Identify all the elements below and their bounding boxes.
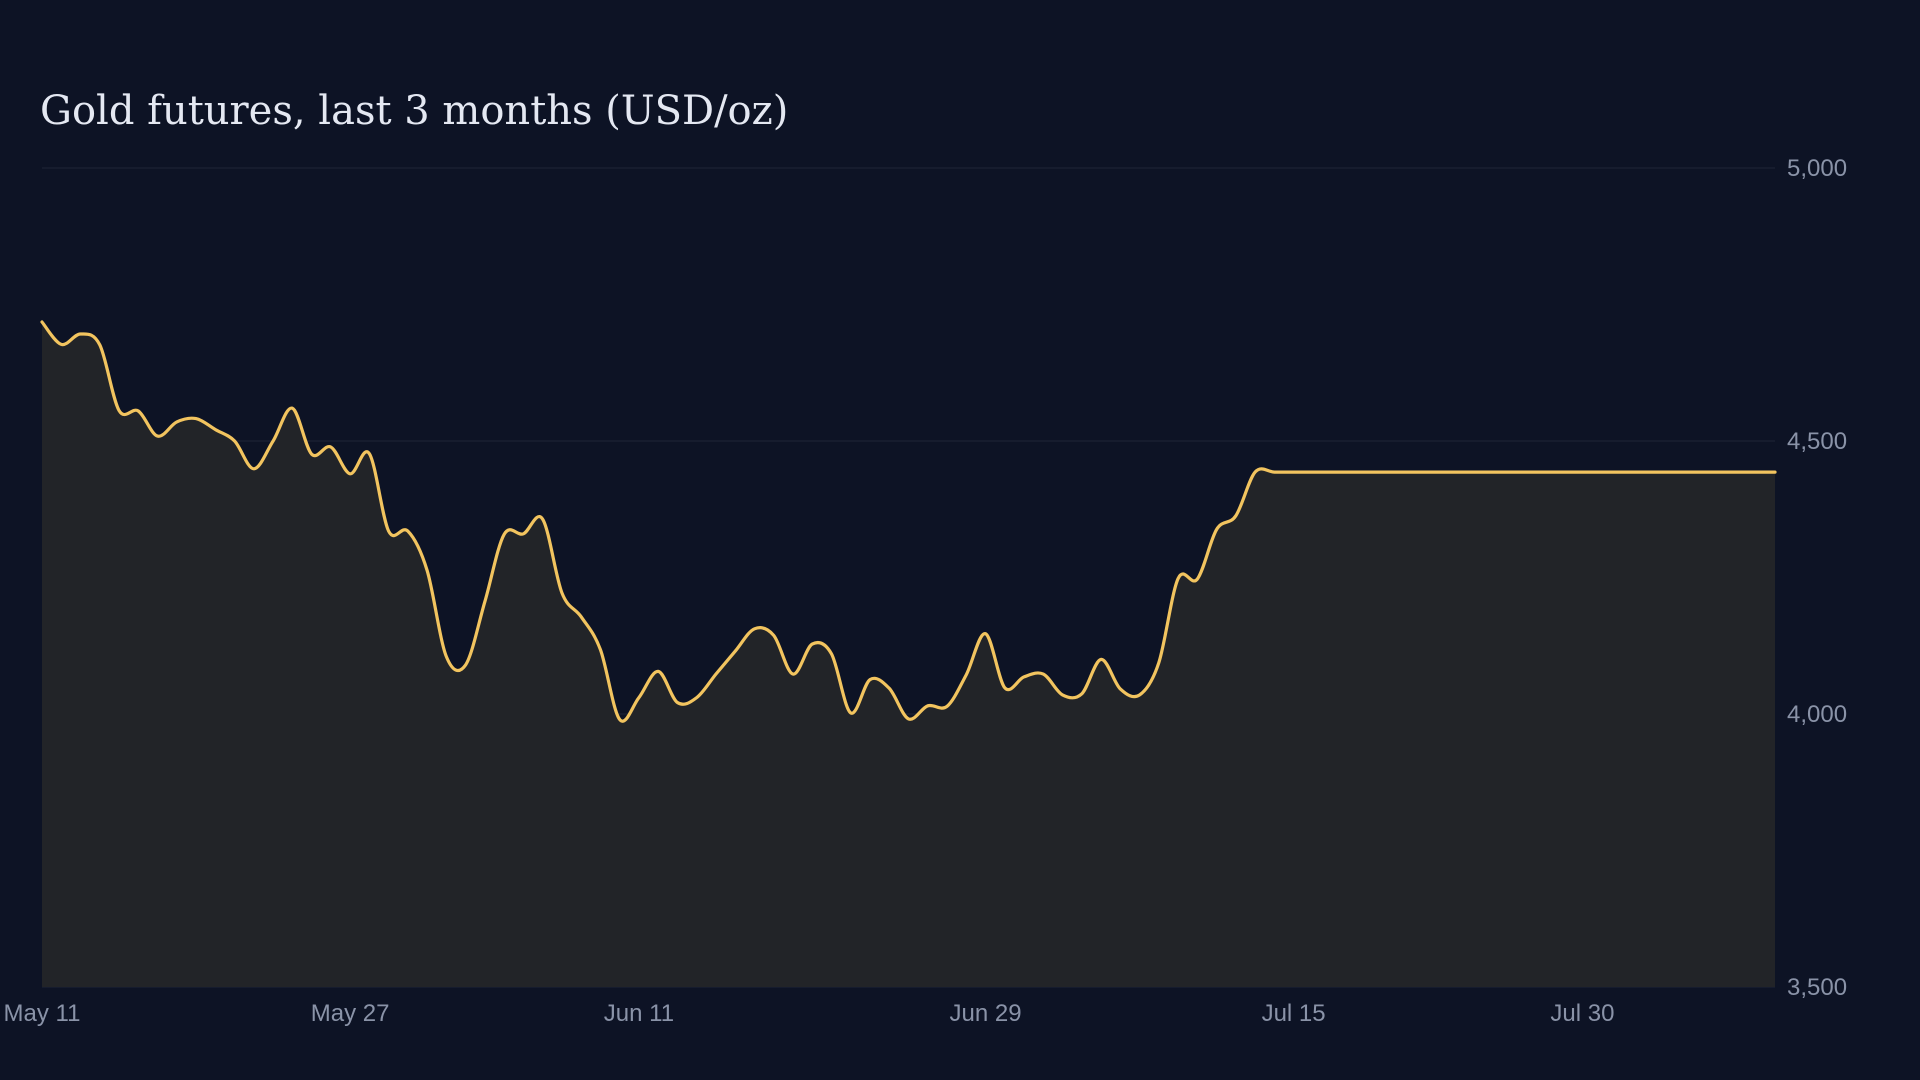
- y-tick-label: 3,500: [1787, 974, 1847, 1001]
- chart-title: Gold futures, last 3 months (USD/oz): [40, 88, 789, 134]
- x-tick-label: Jul 30: [1550, 1000, 1614, 1027]
- x-tick-label: Jul 15: [1262, 1000, 1326, 1027]
- x-tick-label: May 11: [4, 1000, 81, 1027]
- price-area: [42, 322, 1775, 987]
- y-tick-label: 4,500: [1787, 428, 1847, 455]
- y-tick-label: 4,000: [1787, 701, 1847, 728]
- x-tick-label: Jun 11: [604, 1000, 674, 1027]
- y-tick-label: 5,000: [1787, 155, 1847, 182]
- y-axis-ticks: 5,000 4,500 4,000 3,500: [1787, 155, 1847, 1001]
- x-tick-label: Jun 29: [949, 1000, 1021, 1027]
- x-axis-ticks: May 11 May 27 Jun 11 Jun 29 Jul 15 Jul 30: [4, 1000, 1615, 1027]
- x-tick-label: May 27: [311, 1000, 390, 1027]
- price-line: [40, 320, 1777, 723]
